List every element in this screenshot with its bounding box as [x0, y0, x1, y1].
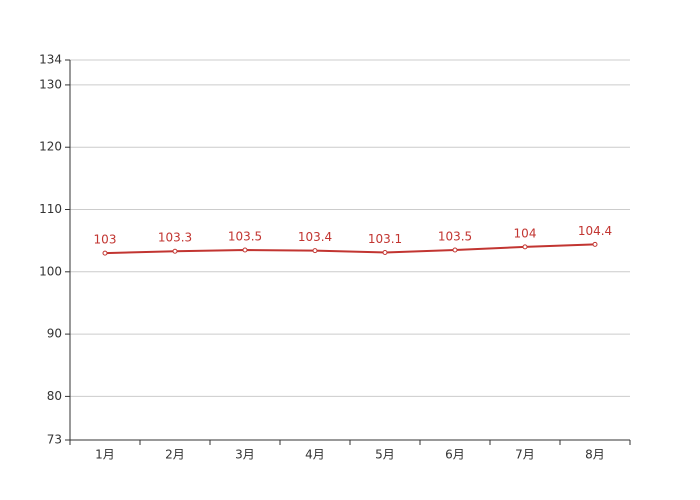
point	[172, 248, 178, 254]
x-tick-label: 2月	[165, 448, 185, 462]
x-tick-label: 3月	[235, 448, 255, 462]
point	[522, 244, 528, 250]
data-label: 104.4	[578, 224, 612, 238]
x-tick-label: 8月	[585, 448, 605, 462]
y-tick-label: 120	[39, 140, 62, 154]
point	[452, 247, 458, 253]
x-tick-label: 7月	[515, 448, 535, 462]
y-tick-label: 134	[39, 53, 62, 67]
y-tick-label: 110	[39, 202, 62, 216]
data-label: 103	[94, 233, 117, 247]
data-label: 103.1	[368, 232, 402, 246]
data-label: 103.4	[298, 230, 332, 244]
point	[382, 249, 388, 255]
x-tick-label: 1月	[95, 448, 115, 462]
y-tick-label: 90	[47, 327, 62, 341]
line	[104, 243, 596, 255]
data-label: 103.5	[438, 230, 472, 244]
y-tick-label: 73	[47, 433, 62, 447]
x-tick-label: 6月	[445, 448, 465, 462]
y-tick-label: 80	[47, 389, 62, 403]
y-tick-label: 130	[39, 77, 62, 91]
point	[312, 248, 318, 254]
y-tick-label: 100	[39, 264, 62, 278]
point	[592, 241, 598, 247]
data-label: 104	[514, 226, 537, 240]
point	[242, 247, 248, 253]
data-label: 103.3	[158, 231, 192, 245]
x-tick-label: 4月	[305, 448, 325, 462]
x-tick-label: 5月	[375, 448, 395, 462]
point	[102, 250, 108, 256]
data-label: 103.5	[228, 230, 262, 244]
